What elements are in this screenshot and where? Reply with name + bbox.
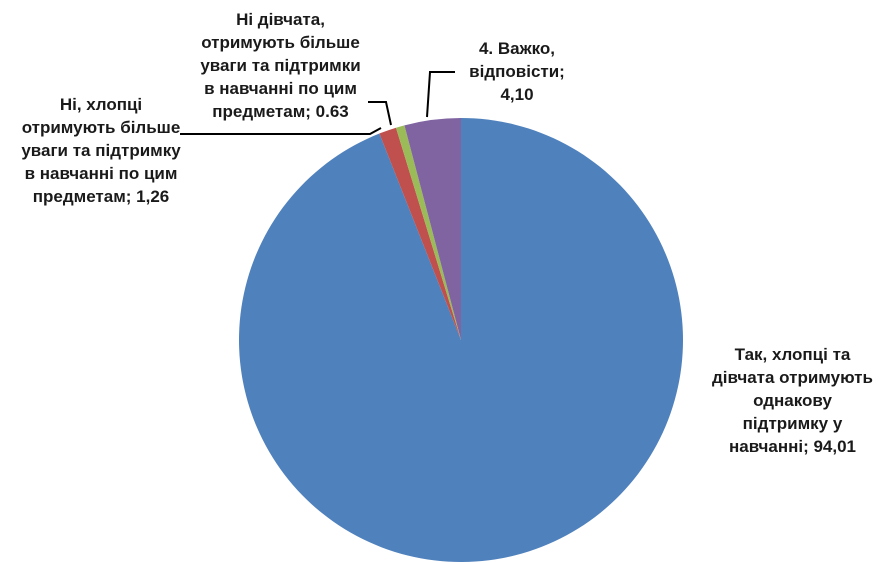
slice-equal-support (238, 118, 683, 563)
data-label-hard-to-answer: 4. Важко, відповісти; 4,10 (458, 37, 576, 106)
pie-slices (238, 118, 683, 563)
leader-line-hard (426, 71, 455, 118)
label-text: Ні дівчата, отримують більше уваги та пі… (200, 10, 361, 121)
leader-line-boys (180, 127, 382, 135)
leader-line-girls (368, 101, 392, 126)
label-value: 4,10 (500, 85, 534, 104)
data-label-equal-support: Так, хлопці та дівчата отримують однаков… (700, 343, 885, 458)
label-value: 0.63 (315, 102, 349, 121)
slice-girls-more-support (395, 125, 461, 340)
data-label-boys-more-support: Ні, хлопці отримують більше уваги та під… (2, 93, 200, 208)
data-label-girls-more-support: Ні дівчата, отримують більше уваги та пі… (183, 8, 378, 123)
label-value: 94,01 (813, 437, 857, 456)
leader-lines (180, 71, 455, 135)
slice-hard-to-answer (404, 118, 461, 340)
label-text: Ні, хлопці отримують більше уваги та під… (21, 95, 181, 206)
label-value: 1,26 (136, 187, 170, 206)
slice-boys-more-support (379, 127, 461, 340)
label-text: Так, хлопці та дівчата отримують однаков… (712, 345, 873, 456)
label-text: 4. Важко, відповісти; (469, 39, 565, 81)
